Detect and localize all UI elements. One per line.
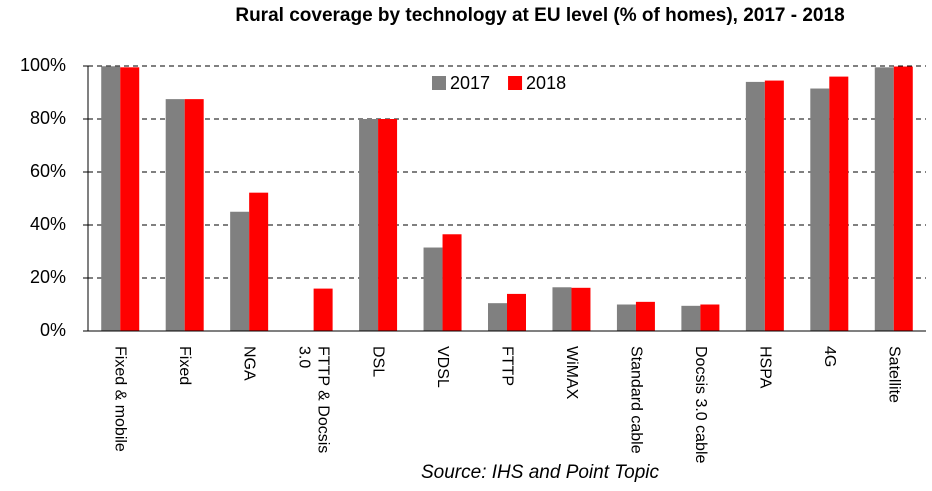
bar <box>874 67 894 331</box>
y-tick-label: 20% <box>30 267 66 287</box>
bar <box>165 99 185 331</box>
x-tick-label: WiMAX <box>562 346 580 400</box>
bar <box>442 234 462 331</box>
legend-label: 2018 <box>526 73 566 93</box>
x-tick-label: Fixed & mobile <box>111 346 129 452</box>
bar <box>810 88 830 332</box>
bar <box>829 76 849 331</box>
bar <box>120 67 140 331</box>
x-tick-label: FTTP <box>498 346 516 386</box>
y-tick-label: 0% <box>40 320 66 340</box>
x-tick-label: VDSL <box>434 346 452 388</box>
bar <box>488 303 507 331</box>
bar <box>745 81 765 332</box>
bar <box>101 66 121 331</box>
x-tick-label: HSPA <box>756 346 774 389</box>
bar <box>681 305 701 331</box>
bar <box>635 301 655 331</box>
y-tick-label: 100% <box>20 55 66 75</box>
chart-title: Rural coverage by technology at EU level… <box>235 5 845 26</box>
y-tick-label: 80% <box>30 108 66 128</box>
x-tick-label: NGA <box>240 346 258 381</box>
bar <box>184 99 204 331</box>
bar <box>313 288 333 331</box>
x-tick-label: DSL <box>369 346 387 378</box>
x-tick-label: Fixed <box>176 346 194 386</box>
x-tick-label: 4G <box>820 346 838 368</box>
bar <box>423 247 443 331</box>
y-tick-label: 40% <box>30 214 66 234</box>
bar <box>700 304 720 331</box>
x-tick-label: Standard cable <box>627 346 645 454</box>
bar <box>552 287 572 331</box>
bar <box>764 80 784 331</box>
y-tick-label: 60% <box>30 161 66 181</box>
legend-label: 2017 <box>450 73 490 93</box>
x-tick-label: Satellite <box>885 346 903 403</box>
x-tick-label: Docsis 3.0 cable <box>691 346 709 464</box>
bar <box>616 304 636 331</box>
source-note: Source: IHS and Point Topic <box>421 462 659 483</box>
bar <box>249 192 269 331</box>
x-tick-label: FTTP & Docsis 3.0 <box>295 346 332 454</box>
legend-swatch <box>432 76 446 90</box>
legend-swatch <box>508 76 523 90</box>
bar <box>893 66 913 331</box>
bar <box>378 119 398 331</box>
bar <box>507 293 526 331</box>
bar <box>359 119 379 331</box>
bar <box>230 211 250 331</box>
bar <box>571 287 591 331</box>
